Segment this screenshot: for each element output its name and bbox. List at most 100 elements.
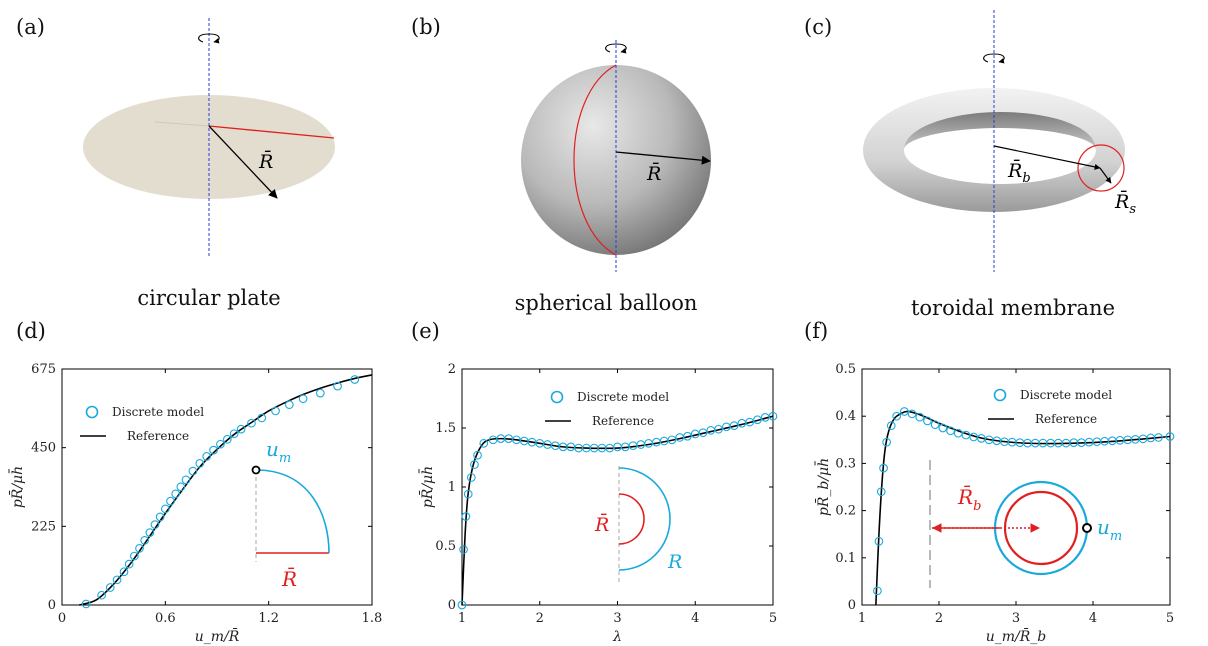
inset-rb-label: R̄b xyxy=(957,484,981,514)
y-tick-label: 0.4 xyxy=(835,409,856,424)
data-point xyxy=(613,442,622,452)
data-point xyxy=(119,567,129,577)
data-point xyxy=(202,452,212,461)
data-point xyxy=(140,535,150,545)
reference-curve xyxy=(78,374,373,606)
data-point xyxy=(97,590,106,600)
plot-frame xyxy=(861,368,1171,606)
data-point xyxy=(124,559,134,569)
data-point xyxy=(907,409,917,419)
sphere-meridian xyxy=(573,64,617,256)
inset-um-label: um xyxy=(266,437,291,466)
plot-frame xyxy=(461,368,774,606)
data-point xyxy=(181,475,191,485)
inset-sphere: R̄ R xyxy=(594,466,682,584)
x-tick-label: 0 xyxy=(58,611,66,626)
legend-marker-discrete xyxy=(85,405,99,419)
caption-circular-plate: circular plate xyxy=(137,286,280,310)
data-point xyxy=(1154,433,1163,442)
data-point xyxy=(209,445,218,455)
sphere-radius-label: R̄ xyxy=(646,162,661,185)
x-tick-label: 3 xyxy=(1012,611,1020,626)
panel-letter: (f) xyxy=(804,319,828,343)
data-point xyxy=(176,482,186,492)
data-point xyxy=(298,394,308,404)
y-tick-label: 675 xyxy=(31,362,56,377)
data-point xyxy=(350,375,360,384)
panel-letter: (e) xyxy=(411,319,440,343)
legend-label-discrete: Discrete model xyxy=(577,390,669,404)
data-point xyxy=(171,489,181,499)
x-tick-label: 1.2 xyxy=(258,611,279,626)
inset-r-label: R xyxy=(667,551,682,573)
torus-rb-arrow xyxy=(993,145,1101,170)
inset-rbar-label: R̄ xyxy=(594,513,609,536)
data-point xyxy=(271,406,280,416)
torus-rs-label: R̄s xyxy=(1114,190,1136,217)
chart-d: (d) 0 0.6 1.2 1.8 0 225 450 675 u_m/R̄ pR̄/μh̄ um R̄… xyxy=(8,319,382,645)
data-point xyxy=(166,496,175,506)
torus-rs-arrow xyxy=(1099,167,1112,184)
y-tick-label: 1 xyxy=(448,480,456,495)
legend-label-reference: Reference xyxy=(127,429,189,443)
torus-hole xyxy=(904,116,1096,184)
legend-label-reference: Reference xyxy=(592,414,654,428)
y-axis-label: pR̄_b/μh̄ xyxy=(814,458,832,516)
inset-inner-arc xyxy=(618,493,645,545)
rotation-icon xyxy=(198,33,220,44)
caption-toroidal-membrane: toroidal membrane xyxy=(911,296,1115,320)
y-tick-label: 225 xyxy=(31,519,56,534)
plate-radius-arrow xyxy=(208,125,278,199)
y-tick-label: 0 xyxy=(448,598,456,613)
reference-curve xyxy=(461,415,774,606)
data-point xyxy=(216,439,225,449)
data-point xyxy=(946,426,955,436)
data-point xyxy=(463,489,473,499)
plate-radius-label: R̄ xyxy=(258,150,273,173)
x-tick-label: 5 xyxy=(769,611,777,626)
x-tick-label: 0.6 xyxy=(155,611,176,626)
reference-curve xyxy=(875,410,1171,606)
y-axis-label: pR̄/μh̄ xyxy=(8,466,26,508)
y-tick-label: 450 xyxy=(31,441,56,456)
data-point xyxy=(892,411,902,421)
data-point xyxy=(257,413,267,423)
legend-label-reference: Reference xyxy=(1035,412,1097,426)
data-point xyxy=(923,416,932,426)
sphere-radius-arrow xyxy=(615,151,711,165)
x-tick-label: 1 xyxy=(858,611,866,626)
data-point xyxy=(247,418,256,428)
x-tick-label: 5 xyxy=(1166,611,1174,626)
torus-rb-label: R̄b xyxy=(1007,159,1031,186)
data-point xyxy=(188,466,198,476)
y-tick-label: 2 xyxy=(448,362,456,377)
y-tick-label: 0 xyxy=(48,598,56,613)
torus-inner-wall xyxy=(904,112,1096,150)
data-point xyxy=(466,473,476,482)
chart-e: (e) 1 2 3 4 5 0 0.5 1 1.5 2 λ pR̄/μh̄ R̄ R Discrete mod… xyxy=(411,319,778,645)
data-point xyxy=(768,411,778,421)
data-point xyxy=(714,424,723,434)
data-point xyxy=(315,388,325,398)
data-point xyxy=(473,450,482,460)
data-point xyxy=(105,583,115,592)
panel-a: (a) R̄ circular plate xyxy=(16,15,335,310)
x-tick-label: 1 xyxy=(458,611,466,626)
data-point xyxy=(135,544,144,553)
inset-um-label: um xyxy=(1097,515,1122,544)
data-point xyxy=(236,424,246,434)
x-tick-label: 4 xyxy=(1089,611,1097,626)
x-tick-label: 1.8 xyxy=(362,611,383,626)
legend-marker-discrete xyxy=(550,390,564,404)
inset-point xyxy=(1082,523,1092,533)
data-point xyxy=(479,438,489,448)
data-point xyxy=(470,460,479,469)
plate-faint-line xyxy=(154,121,210,127)
data-point xyxy=(899,407,909,416)
legend-label-discrete: Discrete model xyxy=(112,405,204,419)
data-point xyxy=(873,586,882,596)
data-point xyxy=(915,412,925,422)
y-tick-label: 0.3 xyxy=(835,456,856,471)
inset-r-label: R̄ xyxy=(281,566,297,591)
x-axis-label: u_m/R̄_b xyxy=(986,627,1047,645)
